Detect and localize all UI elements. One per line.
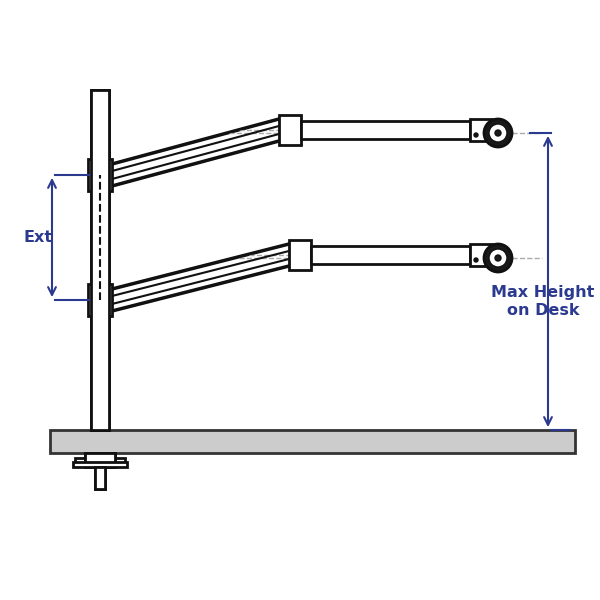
Bar [470,244,492,266]
Bar [91,90,109,430]
Bar [75,458,85,463]
Bar [95,467,105,489]
Bar [301,121,470,139]
Circle shape [495,255,501,261]
Bar [73,462,127,467]
Bar [115,458,125,463]
Bar [88,284,112,316]
Bar [279,115,301,145]
Bar [470,119,492,141]
Circle shape [474,258,478,262]
Bar [85,453,115,467]
Bar [88,159,112,191]
Circle shape [484,119,512,147]
Bar [91,90,109,430]
Circle shape [484,244,512,272]
Circle shape [474,133,478,137]
Circle shape [495,130,501,136]
Text: Max Height
on Desk: Max Height on Desk [491,286,595,318]
Circle shape [489,124,507,142]
Circle shape [489,249,507,267]
Bar [95,467,105,489]
Bar [50,430,575,453]
Bar [289,240,311,270]
Text: Ext: Ext [23,230,53,245]
Bar [85,453,115,467]
Bar [311,246,470,264]
